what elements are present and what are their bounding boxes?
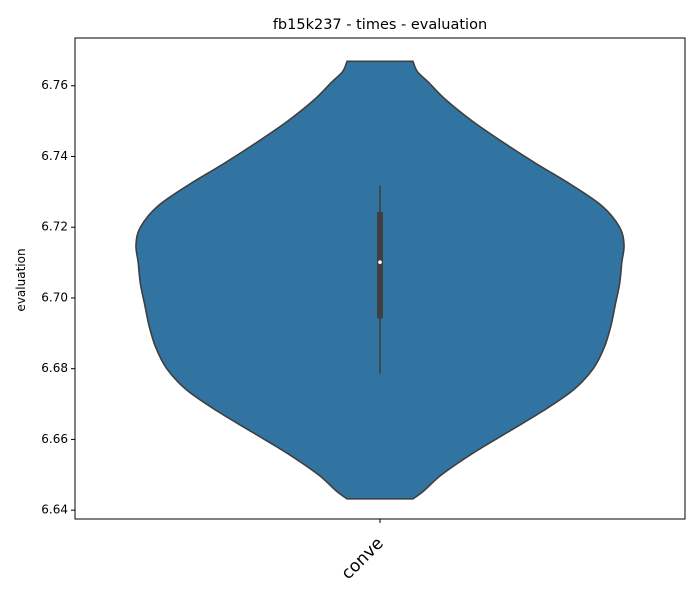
y-tick-label: 6.72 xyxy=(41,220,68,234)
y-axis-label: evaluation xyxy=(14,248,28,311)
y-tick-label: 6.74 xyxy=(41,149,68,163)
violin-median-point xyxy=(378,260,382,265)
y-tick-label: 6.66 xyxy=(41,432,68,446)
plot-area xyxy=(135,60,625,500)
y-tick-label: 6.68 xyxy=(41,361,68,375)
y-tick-label: 6.70 xyxy=(41,290,68,304)
y-tick-label: 6.76 xyxy=(41,78,68,92)
chart-title: fb15k237 - times - evaluation xyxy=(273,17,487,33)
x-tick-label-conve: conve xyxy=(338,534,388,584)
violin-iqr-box xyxy=(377,212,383,319)
axes: 6.64 6.66 6.68 6.70 6.72 6.74 6.76 xyxy=(41,37,686,523)
y-tick-label: 6.64 xyxy=(41,503,68,517)
